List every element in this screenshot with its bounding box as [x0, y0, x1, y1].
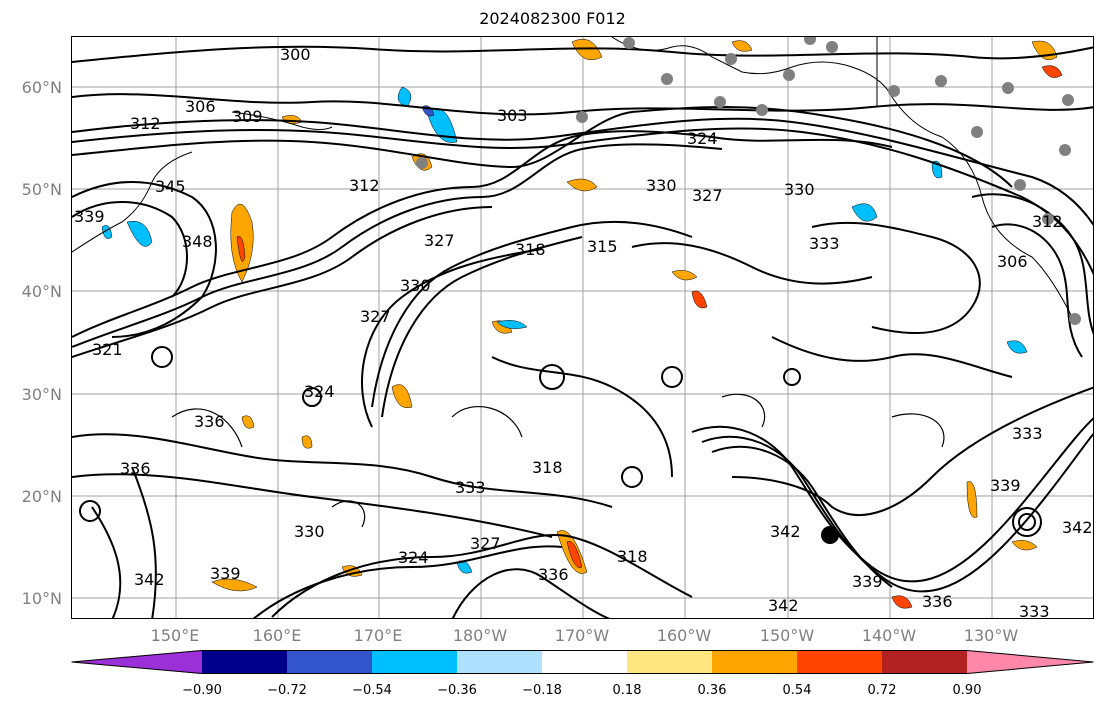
colorbar-tick-label: 0.36	[697, 683, 727, 698]
contour-labels: 300 306 309 312 303 324 345 312 330 327 …	[74, 45, 1093, 619]
contour-label: 348	[182, 232, 213, 251]
lon-label-150e: 150°E	[150, 626, 200, 645]
contour-label: 336	[120, 459, 151, 478]
lat-label-60n: 60°N	[21, 78, 62, 97]
contour-label: 342	[770, 522, 801, 541]
contour-label: 330	[400, 276, 431, 295]
contour-label: 327	[470, 534, 501, 553]
colorbar-tick-label: 0.90	[952, 683, 982, 698]
colorbar-tick-label: 0.18	[612, 683, 642, 698]
contour-label: 342	[768, 596, 799, 615]
contour-label: 303	[497, 106, 528, 125]
colorbar-extend-high	[967, 650, 1094, 674]
lat-label-20n: 20°N	[21, 487, 62, 506]
lon-label-160e: 160°E	[252, 626, 302, 645]
contour-label: 306	[997, 252, 1028, 271]
contour-label: 333	[1012, 424, 1043, 443]
contour-label: 342	[134, 570, 165, 589]
colorbar-graphic	[71, 650, 1094, 674]
colorbar-tick-label: 0.72	[867, 683, 897, 698]
contour-label: 324	[687, 129, 718, 148]
contour-label: 324	[304, 382, 335, 401]
contour-label: 312	[130, 114, 161, 133]
lat-label-50n: 50°N	[21, 180, 62, 199]
contour-label: 312	[1032, 212, 1063, 231]
map-title: 2024082300 F012	[479, 9, 626, 28]
contour-label: 336	[922, 592, 953, 611]
contour-label: 318	[515, 240, 546, 259]
contour-label: 342	[1062, 518, 1093, 537]
contour-label: 333	[1019, 602, 1050, 619]
station-markers	[416, 37, 1081, 325]
contour-label: 309	[232, 107, 263, 126]
contour-label: 333	[455, 478, 486, 497]
colorbar-swatch	[797, 650, 882, 674]
contour-label: 318	[617, 547, 648, 566]
colorbar-extend-low	[71, 650, 202, 674]
contour-label: 330	[646, 176, 677, 195]
contour-label: 330	[784, 180, 815, 199]
lat-label-40n: 40°N	[21, 282, 62, 301]
contour-lines	[72, 45, 1093, 618]
colorbar-tick-label: −0.18	[522, 683, 562, 698]
contour-label: 330	[294, 522, 325, 541]
lat-label-30n: 30°N	[21, 385, 62, 404]
colorbar-swatch	[287, 650, 372, 674]
colorbar-tick-label: 0.54	[782, 683, 812, 698]
contour-label: 339	[990, 476, 1021, 495]
contour-label: 333	[809, 234, 840, 253]
contour-label: 327	[424, 231, 455, 250]
colorbar-tick-label: −0.54	[352, 683, 392, 698]
thin-contours	[171, 393, 945, 528]
colorbar-tick-label: −0.90	[182, 683, 222, 698]
colorbar	[71, 650, 1094, 674]
colorbar-swatch	[457, 650, 542, 674]
contour-label: 336	[538, 565, 569, 584]
map-panel[interactable]: 300 306 309 312 303 324 345 312 330 327 …	[71, 36, 1094, 619]
contour-label: 345	[155, 177, 186, 196]
lon-label-130w: 130°W	[963, 626, 1019, 645]
contour-label: 327	[360, 307, 391, 326]
graticule	[72, 37, 1093, 618]
contour-label: 339	[210, 564, 241, 583]
lon-label-170e: 170°E	[353, 626, 403, 645]
colorbar-swatch	[712, 650, 797, 674]
contour-label: 339	[852, 572, 883, 591]
contour-label: 315	[587, 237, 618, 256]
lon-label-140w: 140°W	[861, 626, 917, 645]
cyclone-center-marker	[821, 526, 839, 544]
lon-label-160w: 160°W	[656, 626, 712, 645]
contour-label: 318	[532, 458, 563, 477]
lon-label-170w: 170°W	[554, 626, 610, 645]
colorbar-swatch	[542, 650, 627, 674]
colorbar-swatch	[372, 650, 457, 674]
lon-label-180w: 180°W	[452, 626, 508, 645]
contour-label: 312	[349, 176, 380, 195]
contour-label: 324	[398, 548, 429, 567]
lon-label-150w: 150°W	[759, 626, 815, 645]
contour-label: 327	[692, 186, 723, 205]
contour-label: 321	[92, 340, 123, 359]
lat-label-10n: 10°N	[21, 589, 62, 608]
contour-label: 336	[194, 412, 225, 431]
contour-label: 306	[185, 97, 216, 116]
colorbar-tick-label: −0.72	[267, 683, 307, 698]
contour-label: 339	[74, 207, 105, 226]
colorbar-swatch	[202, 650, 287, 674]
contour-label: 300	[280, 45, 311, 64]
map-canvas: 300 306 309 312 303 324 345 312 330 327 …	[72, 37, 1093, 619]
colorbar-tick-label: −0.36	[437, 683, 477, 698]
colorbar-swatch	[882, 650, 967, 674]
colorbar-swatch	[627, 650, 712, 674]
